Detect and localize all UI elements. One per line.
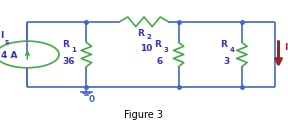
Text: R: R — [62, 40, 69, 49]
Text: Figure 3: Figure 3 — [124, 110, 164, 120]
Text: 3: 3 — [163, 47, 168, 53]
Text: 1: 1 — [71, 47, 76, 53]
Text: 4: 4 — [230, 47, 234, 53]
Text: 36: 36 — [62, 57, 74, 66]
Text: R: R — [220, 40, 227, 49]
Text: R: R — [154, 40, 161, 49]
Text: 6: 6 — [157, 57, 163, 66]
Text: 3: 3 — [223, 57, 230, 66]
Text: I: I — [1, 31, 4, 40]
Text: 4 A: 4 A — [1, 51, 17, 60]
Text: 2: 2 — [147, 34, 151, 40]
Text: R: R — [137, 29, 144, 38]
Text: 0: 0 — [88, 95, 95, 104]
Text: s: s — [5, 39, 9, 45]
Text: 10: 10 — [140, 44, 152, 53]
Text: I: I — [284, 43, 287, 52]
